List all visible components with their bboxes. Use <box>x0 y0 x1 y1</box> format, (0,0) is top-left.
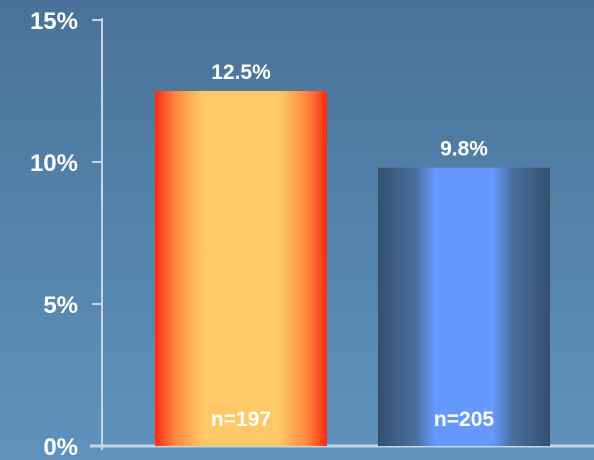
chart-bars <box>155 91 550 446</box>
bar-value-label: 12.5% <box>211 61 271 84</box>
bar-2 <box>378 167 550 446</box>
y-tick-label: 15% <box>30 8 78 35</box>
y-tick-label: 10% <box>30 150 78 177</box>
y-tick-label: 0% <box>43 434 78 460</box>
bar-1 <box>155 91 327 446</box>
bar-n-label: n=205 <box>434 408 494 431</box>
bar-n-label: n=197 <box>211 408 271 431</box>
y-tick-label: 5% <box>43 292 78 319</box>
chart-labels: 12.5% n=197 9.8% n=205 <box>211 61 494 431</box>
bar-value-label: 9.8% <box>440 138 488 161</box>
